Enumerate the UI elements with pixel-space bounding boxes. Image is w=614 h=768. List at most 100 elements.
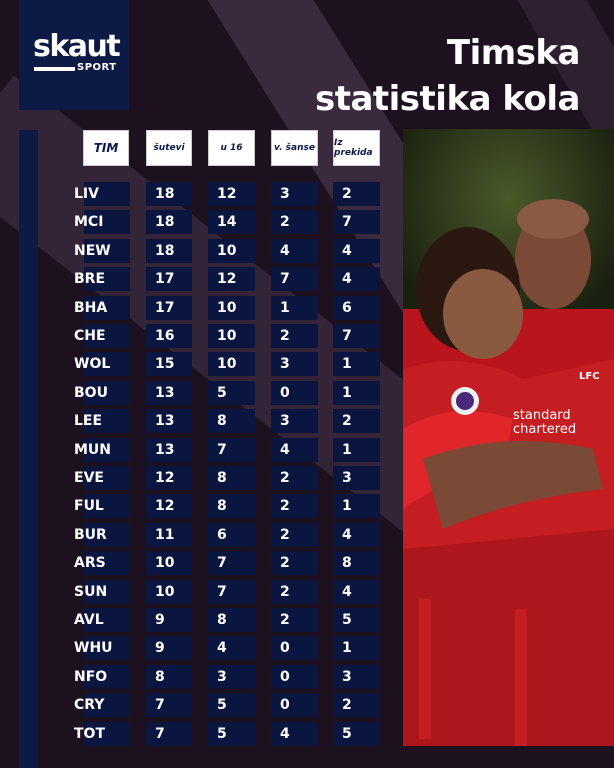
stat-cell-in16: 12 bbox=[208, 182, 255, 206]
team-cell-bg bbox=[84, 494, 130, 519]
stat-cell-shots: 16 bbox=[146, 324, 192, 348]
team-cell-bg bbox=[84, 380, 130, 405]
stat-cell-shots: 12 bbox=[146, 494, 192, 519]
team-name: BHA bbox=[74, 299, 108, 316]
team-name: CHE bbox=[74, 328, 106, 344]
stat-cell-setpieces: 2 bbox=[333, 693, 380, 718]
brand-underline bbox=[34, 67, 75, 71]
stat-cell-in16: 10 bbox=[208, 238, 255, 263]
stat-cell-in16: 5 bbox=[208, 693, 255, 718]
team-cell-bg bbox=[84, 608, 130, 632]
stat-cell-shots: 12 bbox=[146, 466, 192, 490]
stat-cell-setpieces: 6 bbox=[333, 295, 380, 320]
team-cell-bg bbox=[84, 210, 130, 235]
team-name: BOU bbox=[74, 384, 108, 401]
stat-cell-in16: 4 bbox=[208, 636, 255, 661]
stat-cell-chances: 2 bbox=[271, 494, 318, 519]
stat-cell-shots: 17 bbox=[146, 295, 192, 320]
team-name: WOL bbox=[74, 356, 111, 373]
team-cell-bg bbox=[84, 551, 130, 576]
crest-text: LFC bbox=[579, 371, 600, 382]
stat-cell-shots: 13 bbox=[146, 437, 192, 462]
stat-cell-shots: 11 bbox=[146, 522, 192, 547]
stat-cell-in16: 10 bbox=[208, 295, 255, 320]
team-cell-bg bbox=[84, 295, 130, 320]
team-photo: LFC standard chartered bbox=[403, 129, 614, 746]
stat-cell-chances: 3 bbox=[271, 182, 318, 206]
stat-cell-setpieces: 1 bbox=[333, 494, 380, 519]
stat-cell-in16: 10 bbox=[208, 352, 255, 377]
team-name: LIV bbox=[74, 186, 99, 202]
stat-cell-in16: 7 bbox=[208, 437, 255, 462]
brand-sub: SPORT bbox=[77, 62, 117, 73]
svg-text:standard: standard bbox=[513, 408, 571, 423]
team-cell-bg bbox=[84, 267, 130, 292]
stat-cell-shots: 15 bbox=[146, 352, 192, 377]
stat-cell-setpieces: 5 bbox=[333, 721, 380, 746]
stat-cell-shots: 18 bbox=[146, 238, 192, 263]
stat-cell-setpieces: 7 bbox=[333, 324, 380, 348]
stat-cell-chances: 2 bbox=[271, 608, 318, 632]
stat-cell-chances: 1 bbox=[271, 295, 318, 320]
stat-cell-setpieces: 4 bbox=[333, 267, 380, 292]
stat-cell-in16: 5 bbox=[208, 380, 255, 405]
stat-cell-shots: 17 bbox=[146, 267, 192, 292]
team-cell-bg bbox=[84, 522, 130, 547]
stat-cell-shots: 9 bbox=[146, 608, 192, 632]
team-name: MCI bbox=[74, 214, 104, 231]
stat-cell-setpieces: 8 bbox=[333, 551, 380, 576]
stat-cell-setpieces: 1 bbox=[333, 380, 380, 405]
stat-cell-setpieces: 4 bbox=[333, 522, 380, 547]
team-name: MUN bbox=[74, 441, 112, 458]
stat-cell-setpieces: 1 bbox=[333, 636, 380, 661]
players-illustration-icon: LFC standard chartered bbox=[403, 129, 614, 746]
header-big-chances: v. šanse bbox=[271, 130, 318, 166]
stat-cell-in16: 8 bbox=[208, 466, 255, 490]
stat-cell-in16: 8 bbox=[208, 608, 255, 632]
stat-cell-shots: 10 bbox=[146, 579, 192, 604]
header-team: TIM bbox=[83, 130, 129, 166]
team-cell-bg bbox=[84, 721, 130, 746]
team-cell-bg bbox=[84, 182, 130, 206]
stat-cell-in16: 3 bbox=[208, 664, 255, 689]
team-cell-bg bbox=[84, 238, 130, 263]
stat-cell-chances: 2 bbox=[271, 210, 318, 235]
stat-cell-setpieces: 4 bbox=[333, 238, 380, 263]
stat-cell-in16: 8 bbox=[208, 494, 255, 519]
stat-cell-shots: 9 bbox=[146, 636, 192, 661]
brand-name: skaut bbox=[33, 29, 121, 64]
team-cell-bg bbox=[84, 409, 130, 434]
header-shots: šutevi bbox=[146, 130, 192, 166]
team-name: BRE bbox=[74, 271, 106, 288]
stat-cell-in16: 7 bbox=[208, 579, 255, 604]
stat-cell-shots: 7 bbox=[146, 721, 192, 746]
stat-cell-shots: 18 bbox=[146, 182, 192, 206]
stat-cell-setpieces: 3 bbox=[333, 664, 380, 689]
team-name: FUL bbox=[74, 498, 104, 515]
stat-cell-chances: 0 bbox=[271, 380, 318, 405]
stat-cell-in16: 14 bbox=[208, 210, 255, 235]
team-name: SUN bbox=[74, 583, 108, 600]
svg-text:chartered: chartered bbox=[513, 422, 576, 437]
stat-cell-in16: 5 bbox=[208, 721, 255, 746]
team-name: AVL bbox=[74, 612, 104, 628]
page-title: Timska statistika kola bbox=[315, 30, 581, 122]
stat-cell-chances: 3 bbox=[271, 409, 318, 434]
stat-cell-chances: 0 bbox=[271, 636, 318, 661]
stat-cell-setpieces: 7 bbox=[333, 210, 380, 235]
stat-cell-in16: 7 bbox=[208, 551, 255, 576]
team-cell-bg bbox=[84, 664, 130, 689]
team-cell-bg bbox=[84, 636, 130, 661]
stat-cell-setpieces: 1 bbox=[333, 437, 380, 462]
team-name: TOT bbox=[74, 725, 106, 742]
stat-cell-in16: 12 bbox=[208, 267, 255, 292]
left-accent-bar bbox=[19, 130, 38, 768]
stat-cell-in16: 6 bbox=[208, 522, 255, 547]
stat-cell-chances: 4 bbox=[271, 437, 318, 462]
header-set-pieces: Iz prekida bbox=[333, 130, 380, 166]
stat-cell-in16: 8 bbox=[208, 409, 255, 434]
stat-cell-setpieces: 1 bbox=[333, 352, 380, 377]
stat-cell-chances: 7 bbox=[271, 267, 318, 292]
team-name: LEE bbox=[74, 413, 103, 430]
stat-cell-chances: 0 bbox=[271, 693, 318, 718]
